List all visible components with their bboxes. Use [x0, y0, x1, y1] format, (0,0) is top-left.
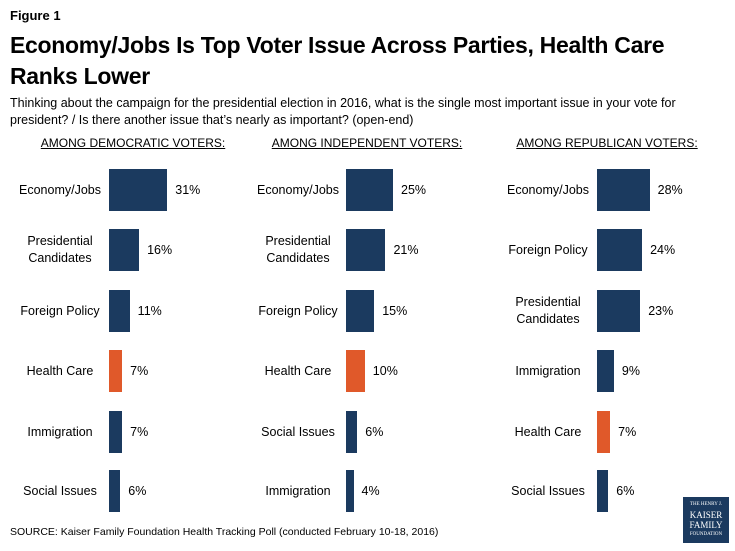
value-label: 24% — [650, 243, 676, 257]
bar — [346, 229, 386, 271]
value-label: 4% — [361, 484, 380, 498]
bar — [597, 229, 643, 271]
logo: THE HENRY J. KAISER FAMILY FOUNDATION — [683, 497, 729, 543]
logo-text: FAMILY — [689, 520, 723, 530]
figure-label: Figure 1 — [10, 8, 61, 23]
category-label: Presidential Candidates — [265, 234, 331, 265]
bar — [597, 169, 650, 211]
value-label: 28% — [657, 183, 683, 197]
panel-title: AMONG REPUBLICAN VOTERS: — [516, 136, 698, 150]
logo-text: THE HENRY J. — [689, 502, 723, 507]
category-label: Economy/Jobs — [257, 182, 339, 197]
value-label: 7% — [130, 425, 149, 439]
category-label: Economy/Jobs — [507, 182, 589, 197]
value-label: 6% — [128, 484, 147, 498]
value-label: 16% — [147, 243, 173, 257]
bar — [109, 350, 123, 392]
bar — [109, 169, 168, 211]
category-label: Foreign Policy — [508, 242, 588, 257]
bar — [109, 411, 123, 453]
panel-title: AMONG DEMOCRATIC VOTERS: — [40, 136, 226, 150]
subtitle: Thinking about the campaign for the pres… — [10, 96, 676, 127]
category-label: Foreign Policy — [20, 303, 100, 318]
value-label: 6% — [365, 425, 384, 439]
title: Economy/Jobs Is Top Voter Issue Across P… — [10, 32, 665, 89]
value-label: 9% — [621, 364, 640, 378]
category-label: Immigration — [27, 424, 93, 439]
bar — [346, 169, 393, 211]
bar — [597, 411, 611, 453]
category-label: Health Care — [264, 363, 332, 378]
category-label: Social Issues — [511, 483, 585, 498]
logo-text: FOUNDATION — [689, 532, 723, 537]
category-label: Economy/Jobs — [19, 182, 101, 197]
category-label: Social Issues — [261, 424, 335, 439]
value-label: 15% — [382, 304, 408, 318]
bar — [597, 350, 614, 392]
value-label: 25% — [401, 183, 427, 197]
value-label: 10% — [372, 364, 398, 378]
source: SOURCE: Kaiser Family Foundation Health … — [10, 526, 439, 538]
value-label: 7% — [130, 364, 149, 378]
bar — [346, 350, 365, 392]
category-label: Presidential Candidates — [515, 295, 581, 326]
panel-title: AMONG INDEPENDENT VOTERS: — [271, 136, 463, 150]
bar — [346, 290, 375, 332]
category-label: Immigration — [265, 483, 331, 498]
logo-text: KAISER — [689, 510, 723, 520]
category-label: Social Issues — [23, 483, 97, 498]
value-label: 23% — [648, 304, 674, 318]
bar — [109, 290, 130, 332]
category-label: Health Care — [514, 424, 582, 439]
value-label: 11% — [137, 304, 162, 318]
bar — [346, 470, 354, 512]
value-label: 6% — [616, 484, 635, 498]
category-label: Presidential Candidates — [27, 234, 93, 265]
category-label: Immigration — [515, 363, 581, 378]
value-label: 7% — [618, 425, 637, 439]
category-label: Health Care — [26, 363, 94, 378]
value-label: 21% — [393, 243, 419, 257]
bar — [109, 470, 121, 512]
value-label: 31% — [175, 183, 201, 197]
bar — [109, 229, 140, 271]
category-label: Foreign Policy — [258, 303, 338, 318]
bar — [346, 411, 358, 453]
bar — [597, 290, 641, 332]
bar — [597, 470, 609, 512]
